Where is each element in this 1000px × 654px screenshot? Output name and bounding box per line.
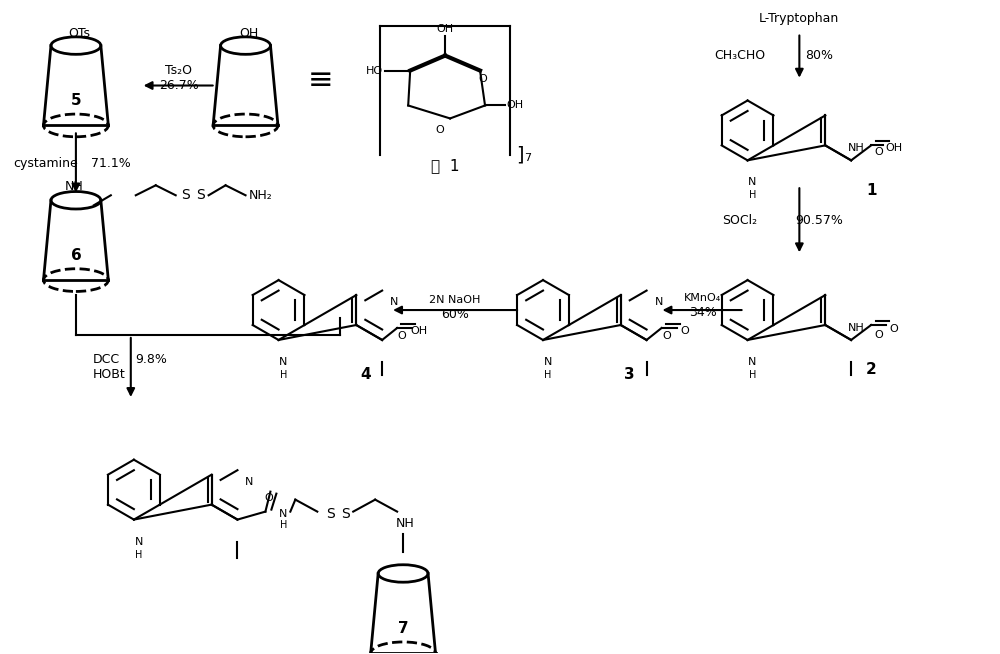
Text: 34%: 34% bbox=[689, 305, 716, 318]
Text: 2N NaOH: 2N NaOH bbox=[429, 295, 481, 305]
Text: OH: OH bbox=[437, 24, 454, 33]
Text: SOCl₂: SOCl₂ bbox=[722, 214, 757, 227]
Text: 80%: 80% bbox=[805, 49, 833, 62]
Text: 图  1: 图 1 bbox=[431, 158, 459, 173]
Text: CH₃CHO: CH₃CHO bbox=[714, 49, 765, 62]
Text: OH: OH bbox=[506, 101, 524, 111]
Text: 90.57%: 90.57% bbox=[795, 214, 843, 227]
Text: H: H bbox=[749, 190, 756, 200]
Text: OH: OH bbox=[239, 27, 258, 40]
Text: O: O bbox=[479, 73, 487, 84]
Text: 3: 3 bbox=[624, 368, 635, 383]
Text: cystamine: cystamine bbox=[13, 157, 78, 170]
Text: OTs: OTs bbox=[68, 27, 90, 40]
Text: O: O bbox=[875, 330, 883, 340]
Text: NH: NH bbox=[848, 143, 865, 154]
Text: DCC: DCC bbox=[93, 353, 120, 366]
Text: HO: HO bbox=[366, 65, 383, 76]
Text: ≡: ≡ bbox=[308, 66, 333, 95]
Text: 7: 7 bbox=[398, 621, 408, 636]
Text: 60%: 60% bbox=[441, 307, 469, 320]
Text: OH: OH bbox=[885, 143, 903, 154]
Text: 2: 2 bbox=[866, 362, 876, 377]
Text: 7: 7 bbox=[524, 153, 532, 164]
Text: S: S bbox=[196, 188, 205, 202]
Text: O: O bbox=[875, 147, 883, 158]
Text: 4: 4 bbox=[360, 368, 371, 383]
Text: O: O bbox=[662, 331, 671, 341]
Text: N: N bbox=[654, 297, 663, 307]
Text: N: N bbox=[135, 536, 143, 547]
Text: N: N bbox=[279, 509, 288, 519]
Text: NH: NH bbox=[848, 323, 865, 333]
Text: O: O bbox=[436, 126, 445, 135]
Text: 26.7%: 26.7% bbox=[159, 79, 199, 92]
Text: ]: ] bbox=[516, 146, 524, 165]
Text: NH: NH bbox=[65, 180, 83, 193]
Text: S: S bbox=[341, 507, 350, 521]
Text: NH₂: NH₂ bbox=[249, 189, 272, 202]
Text: S: S bbox=[181, 188, 190, 202]
Text: L-Tryptophan: L-Tryptophan bbox=[759, 12, 839, 25]
Text: O: O bbox=[264, 492, 273, 503]
Text: S: S bbox=[326, 507, 335, 521]
Text: O: O bbox=[398, 331, 406, 341]
Text: H: H bbox=[280, 519, 287, 530]
Text: N: N bbox=[544, 357, 552, 367]
Text: 1: 1 bbox=[866, 182, 876, 198]
Text: O: O bbox=[680, 326, 689, 336]
Text: 9.8%: 9.8% bbox=[135, 353, 167, 366]
Text: N: N bbox=[390, 297, 398, 307]
Text: 5: 5 bbox=[71, 93, 81, 108]
Text: H: H bbox=[280, 370, 287, 380]
Text: H: H bbox=[749, 370, 756, 380]
Text: N: N bbox=[748, 357, 757, 367]
Text: KMnO₄: KMnO₄ bbox=[684, 293, 721, 303]
Text: 71.1%: 71.1% bbox=[91, 157, 131, 170]
Text: 6: 6 bbox=[71, 248, 81, 263]
Text: Ts₂O: Ts₂O bbox=[165, 64, 192, 77]
Text: N: N bbox=[748, 177, 757, 187]
Text: N: N bbox=[245, 477, 254, 487]
Text: OH: OH bbox=[411, 326, 428, 336]
Text: N: N bbox=[279, 357, 288, 367]
Text: HOBt: HOBt bbox=[93, 368, 126, 381]
Text: H: H bbox=[544, 370, 552, 380]
Text: NH: NH bbox=[396, 517, 414, 530]
Text: H: H bbox=[135, 549, 143, 560]
Text: O: O bbox=[890, 324, 898, 334]
